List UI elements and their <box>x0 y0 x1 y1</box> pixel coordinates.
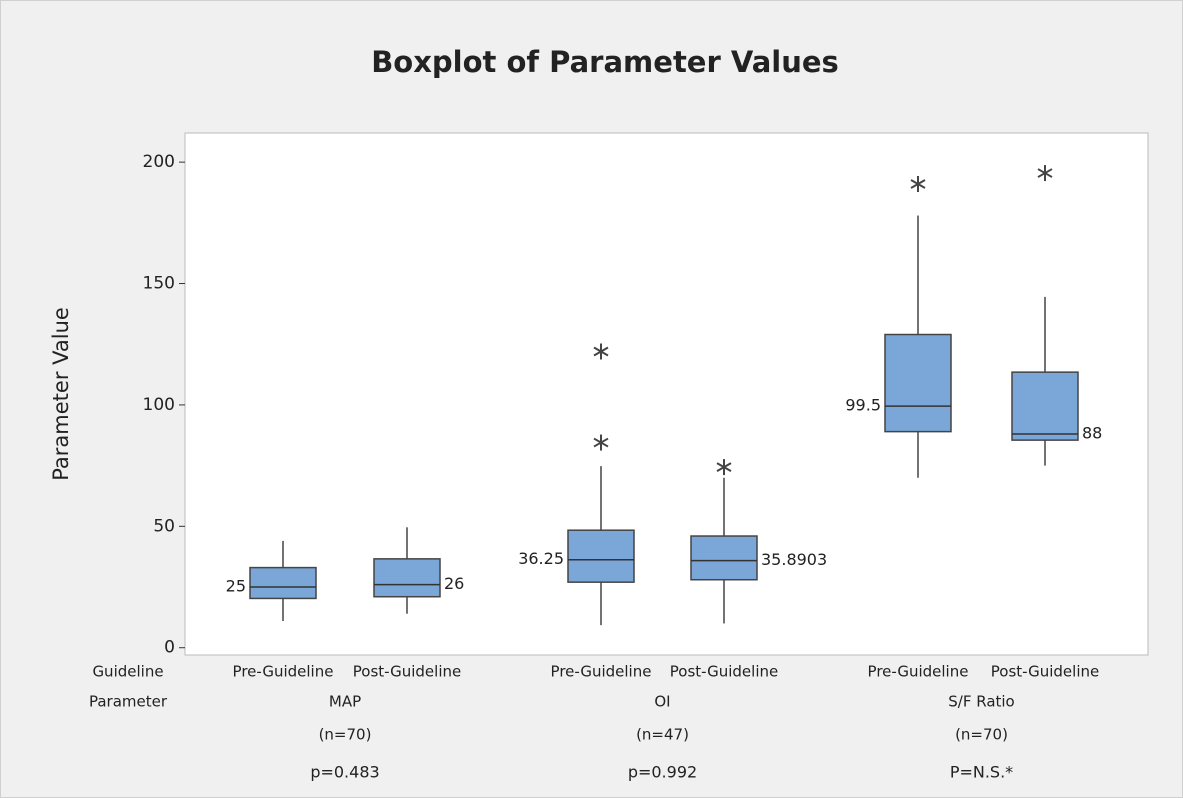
chart-title: Boxplot of Parameter Values <box>371 45 839 79</box>
y-tick-label: 50 <box>153 516 175 536</box>
median-label: 88 <box>1082 424 1102 443</box>
y-tick-label: 0 <box>164 638 175 658</box>
plot-area <box>184 132 1149 656</box>
median-label: 99.5 <box>845 396 881 415</box>
x-tick-label: Pre-Guideline <box>551 663 652 681</box>
parameter-label: OI <box>654 693 670 711</box>
outlier-stroke <box>910 179 926 189</box>
parameter-label: S/F Ratio <box>948 693 1014 711</box>
outlier <box>593 434 609 451</box>
y-tick-label: 150 <box>143 274 175 294</box>
p-value: p=0.483 <box>310 763 379 782</box>
sample-size: (n=70) <box>955 726 1008 744</box>
outlier <box>1037 165 1053 182</box>
outlier <box>593 343 609 360</box>
x-tick-label: Post-Guideline <box>353 663 461 681</box>
outlier-stroke <box>593 437 609 448</box>
box <box>249 566 317 600</box>
y-axis-label: Parameter Value <box>49 307 73 481</box>
outlier <box>910 175 926 192</box>
x-tick-label: Post-Guideline <box>670 663 778 681</box>
box <box>884 333 952 433</box>
row-label: Parameter <box>89 693 168 711</box>
box <box>1011 371 1079 441</box>
y-tick-label: 200 <box>143 152 175 172</box>
outlier <box>716 459 732 476</box>
y-tick-label: 100 <box>143 395 175 415</box>
median-label: 35.8903 <box>761 550 827 569</box>
outlier-stroke <box>716 462 732 472</box>
x-tick-label: Pre-Guideline <box>233 663 334 681</box>
median-label: 26 <box>444 574 464 593</box>
median-label: 36.25 <box>518 549 564 568</box>
p-value: P=N.S.* <box>950 763 1013 782</box>
box <box>690 535 758 581</box>
row-label: Guideline <box>92 663 163 681</box>
box <box>567 529 635 583</box>
sample-size: (n=47) <box>636 726 689 744</box>
x-tick-label: Pre-Guideline <box>868 663 969 681</box>
parameter-label: MAP <box>329 693 361 711</box>
box <box>373 558 441 598</box>
sample-size: (n=70) <box>319 726 372 744</box>
outlier-stroke <box>593 346 609 357</box>
p-value: p=0.992 <box>628 763 697 782</box>
median-label: 25 <box>226 577 246 596</box>
x-tick-label: Post-Guideline <box>991 663 1099 681</box>
outlier-stroke <box>1037 168 1053 178</box>
